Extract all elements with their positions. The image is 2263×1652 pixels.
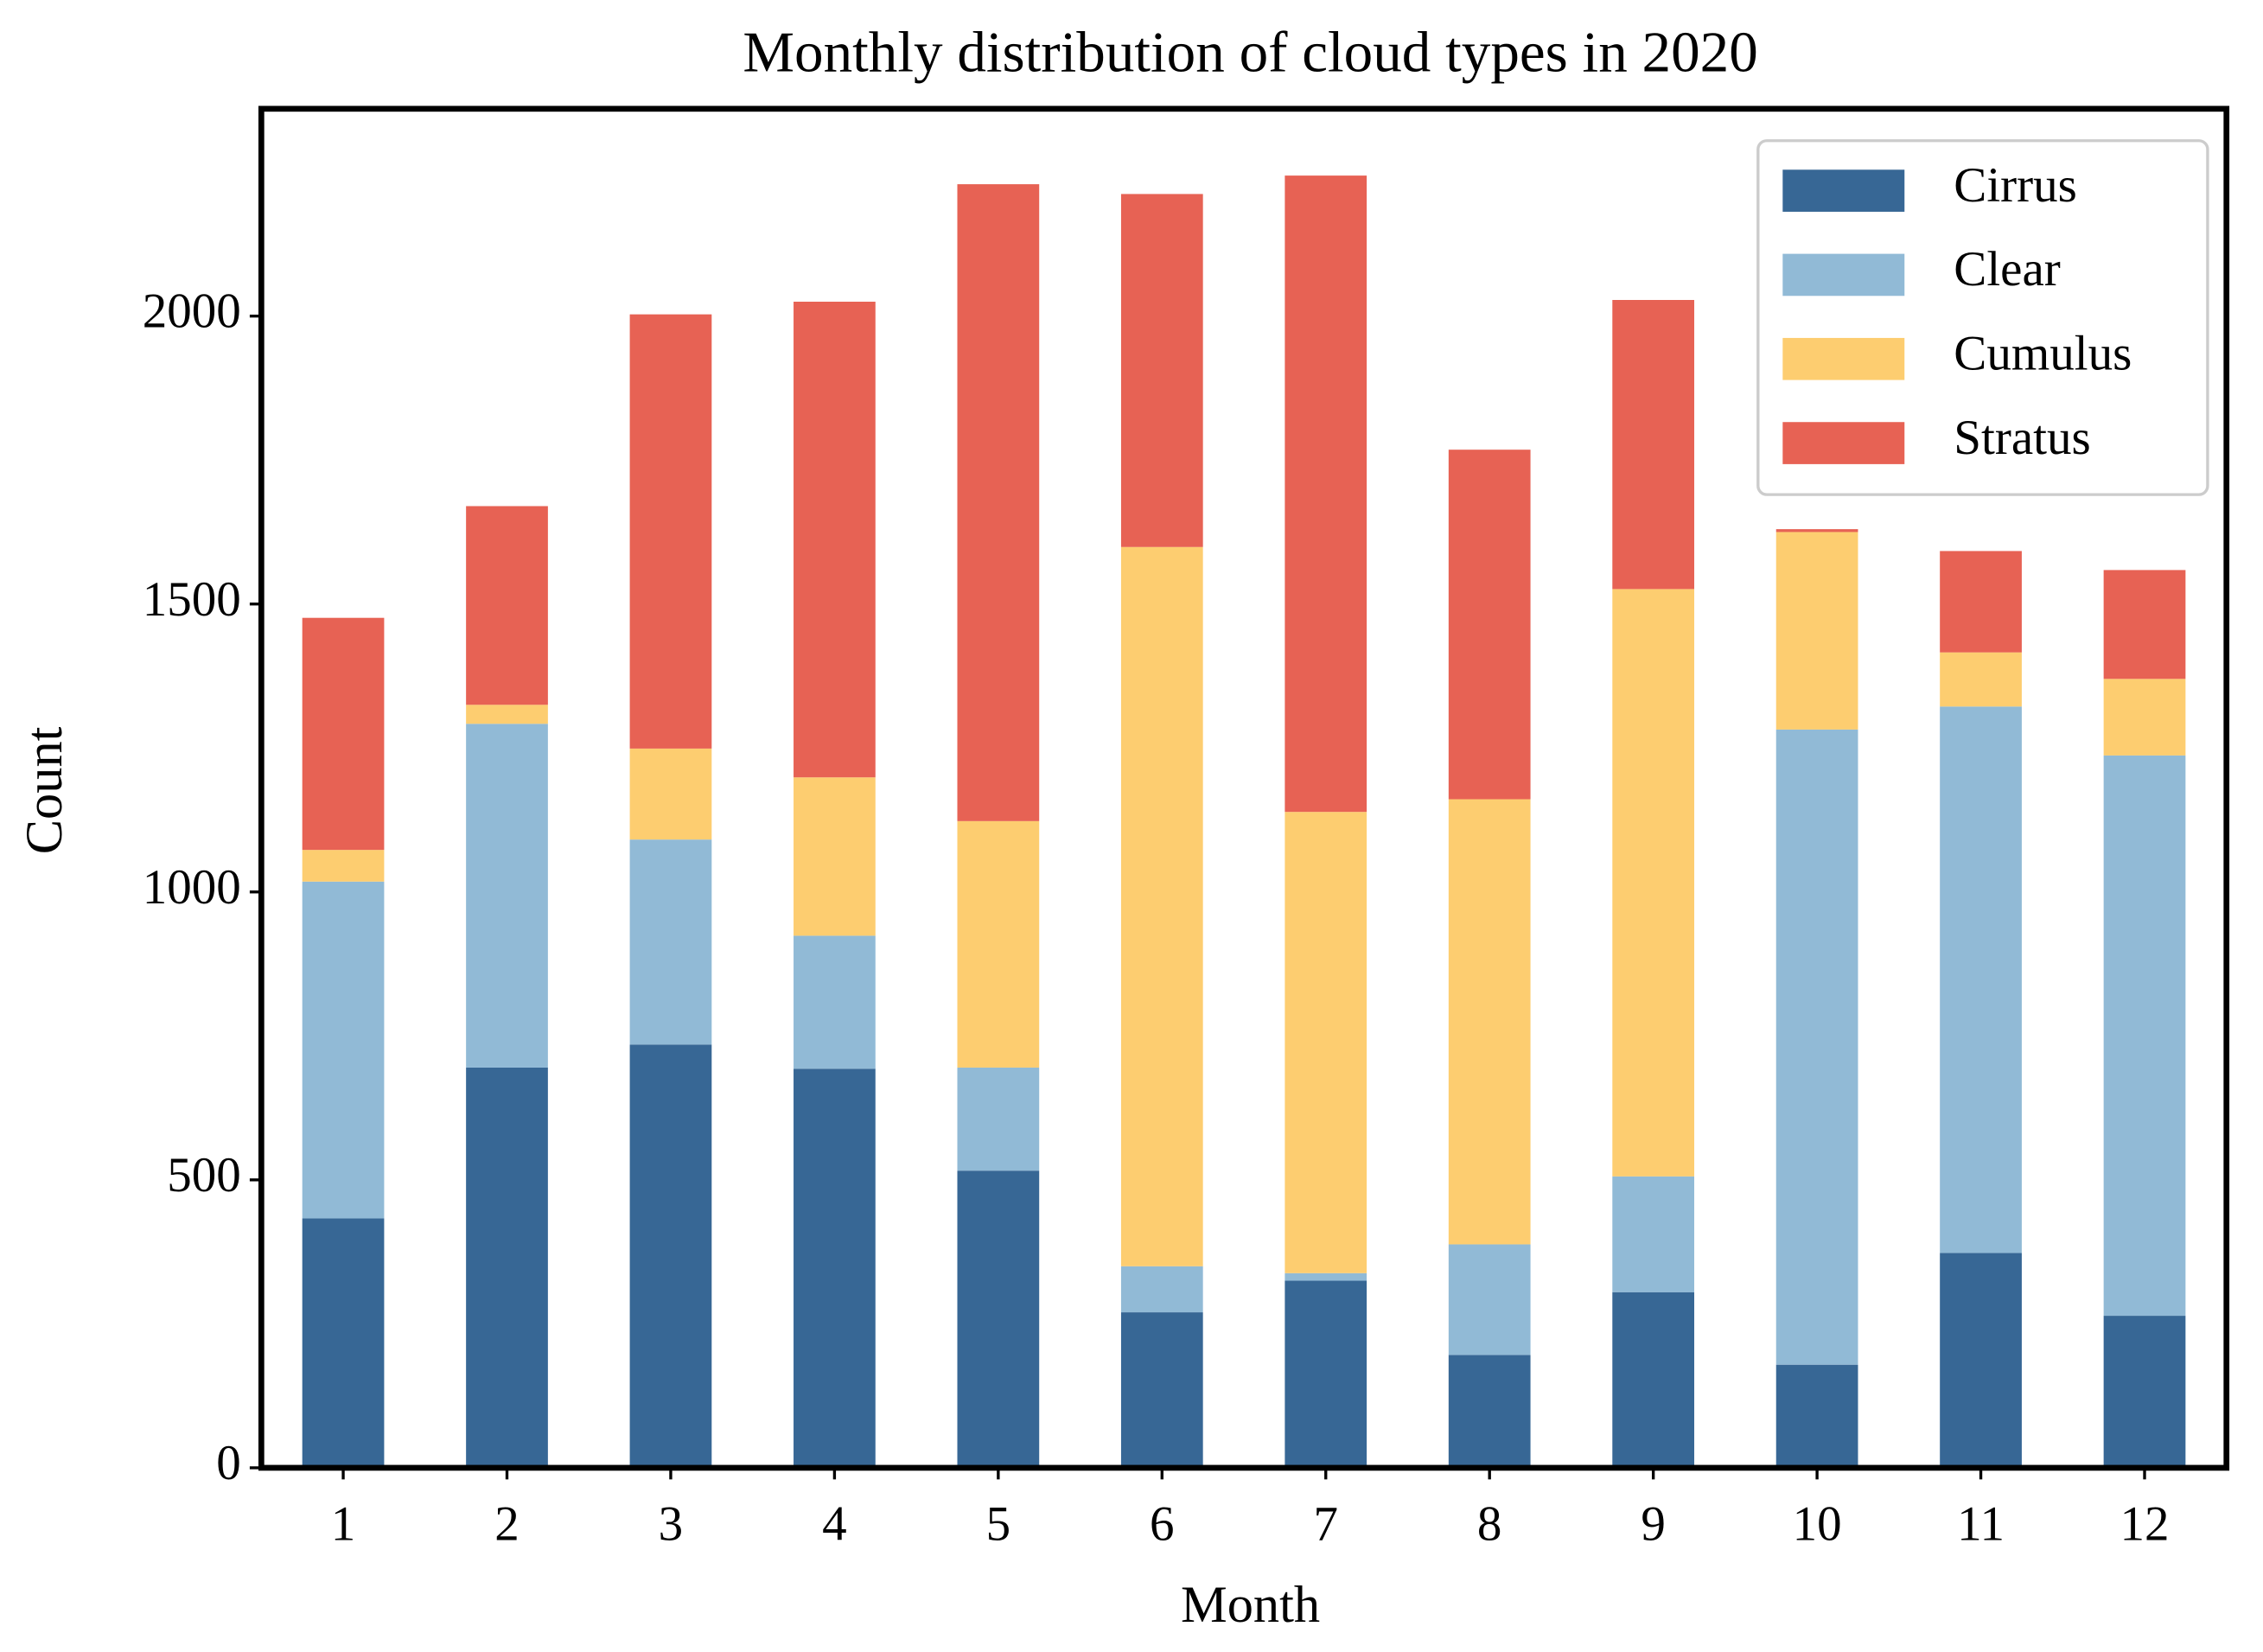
bar-segment (1448, 1244, 1531, 1355)
y-tick-label: 2000 (143, 284, 241, 339)
bar-segment (957, 1170, 1040, 1468)
legend-label: Clear (1954, 242, 2061, 297)
bar-segment (1612, 299, 1695, 590)
legend-swatch (1782, 422, 1905, 464)
bar-segment (957, 184, 1040, 821)
bar-segment (1775, 532, 1858, 730)
x-tick-label: 6 (1150, 1496, 1175, 1551)
legend-box (1756, 139, 2209, 496)
bar-segment (1284, 1272, 1367, 1281)
bar-segment (302, 881, 385, 1219)
bar-segment (2103, 1316, 2186, 1468)
x-tick-label: 1 (331, 1496, 356, 1551)
bar-segment (1120, 546, 1203, 1266)
bar-segment (1284, 812, 1367, 1273)
bar-segment (1448, 450, 1531, 800)
bar-segment (1775, 529, 1858, 533)
bar-segment (1284, 175, 1367, 813)
bar-segment (2103, 755, 2186, 1317)
bar-segment (466, 705, 548, 724)
bar-segment (1775, 1364, 1858, 1468)
bar-segment (302, 850, 385, 882)
bar-segment (1120, 194, 1203, 547)
bar-segment (794, 777, 876, 936)
bar-segment (1448, 799, 1531, 1245)
bar-segment (629, 314, 712, 749)
x-tick-label: 11 (1957, 1496, 2005, 1551)
bar-segment (1940, 706, 2022, 1253)
bar-segment (1612, 1176, 1695, 1292)
x-tick-label: 10 (1793, 1496, 1842, 1551)
x-axis-label: Month (1181, 1576, 1320, 1634)
bar-segment (2103, 570, 2186, 679)
bar-segment (1612, 1292, 1695, 1468)
y-tick-label: 0 (216, 1436, 241, 1490)
bar-segment (466, 1067, 548, 1468)
bar-segment (1284, 1280, 1367, 1468)
bar-segment (1120, 1312, 1203, 1468)
y-axis-label: Count (16, 726, 73, 854)
y-tick-label: 1500 (143, 572, 241, 627)
x-tick-label: 7 (1313, 1496, 1338, 1551)
bar-segment (629, 1044, 712, 1468)
bar-segment (1612, 589, 1695, 1177)
chart-title: Monthly distribution of cloud types in 2… (743, 20, 1757, 85)
bar-segment (466, 724, 548, 1068)
bar-segment (957, 820, 1040, 1068)
bar-segment (302, 617, 385, 851)
bar-segment (794, 301, 876, 778)
bar-segment (1940, 652, 2022, 707)
y-tick-label: 500 (167, 1148, 241, 1202)
bar-segment (1940, 1253, 2022, 1468)
legend-label: Stratus (1954, 411, 2090, 465)
legend-swatch (1782, 169, 1905, 212)
bar-segment (1120, 1266, 1203, 1313)
y-tick-label: 1000 (143, 860, 241, 915)
plot-frame (258, 105, 2230, 1471)
legend-swatch (1782, 337, 1905, 380)
bar-segment (794, 1068, 876, 1468)
x-tick-label: 2 (494, 1496, 520, 1551)
x-tick-label: 12 (2120, 1496, 2169, 1551)
bar-segment (1940, 551, 2022, 653)
bar-segment (2103, 679, 2186, 756)
bar-segment (794, 935, 876, 1069)
x-tick-label: 9 (1641, 1496, 1666, 1551)
x-tick-label: 5 (986, 1496, 1011, 1551)
bar-segment (629, 748, 712, 840)
x-tick-label: 3 (659, 1496, 684, 1551)
bar-segment (957, 1067, 1040, 1171)
x-tick-label: 8 (1477, 1496, 1502, 1551)
bar-segment (466, 506, 548, 705)
x-tick-label: 4 (822, 1496, 847, 1551)
legend-swatch (1782, 253, 1905, 297)
legend-label: Cumulus (1954, 327, 2132, 381)
bar-segment (629, 839, 712, 1045)
legend-label: Cirrus (1954, 158, 2077, 213)
bar-segment (302, 1218, 385, 1468)
bar-segment (1448, 1355, 1531, 1468)
bar-segment (1775, 729, 1858, 1365)
